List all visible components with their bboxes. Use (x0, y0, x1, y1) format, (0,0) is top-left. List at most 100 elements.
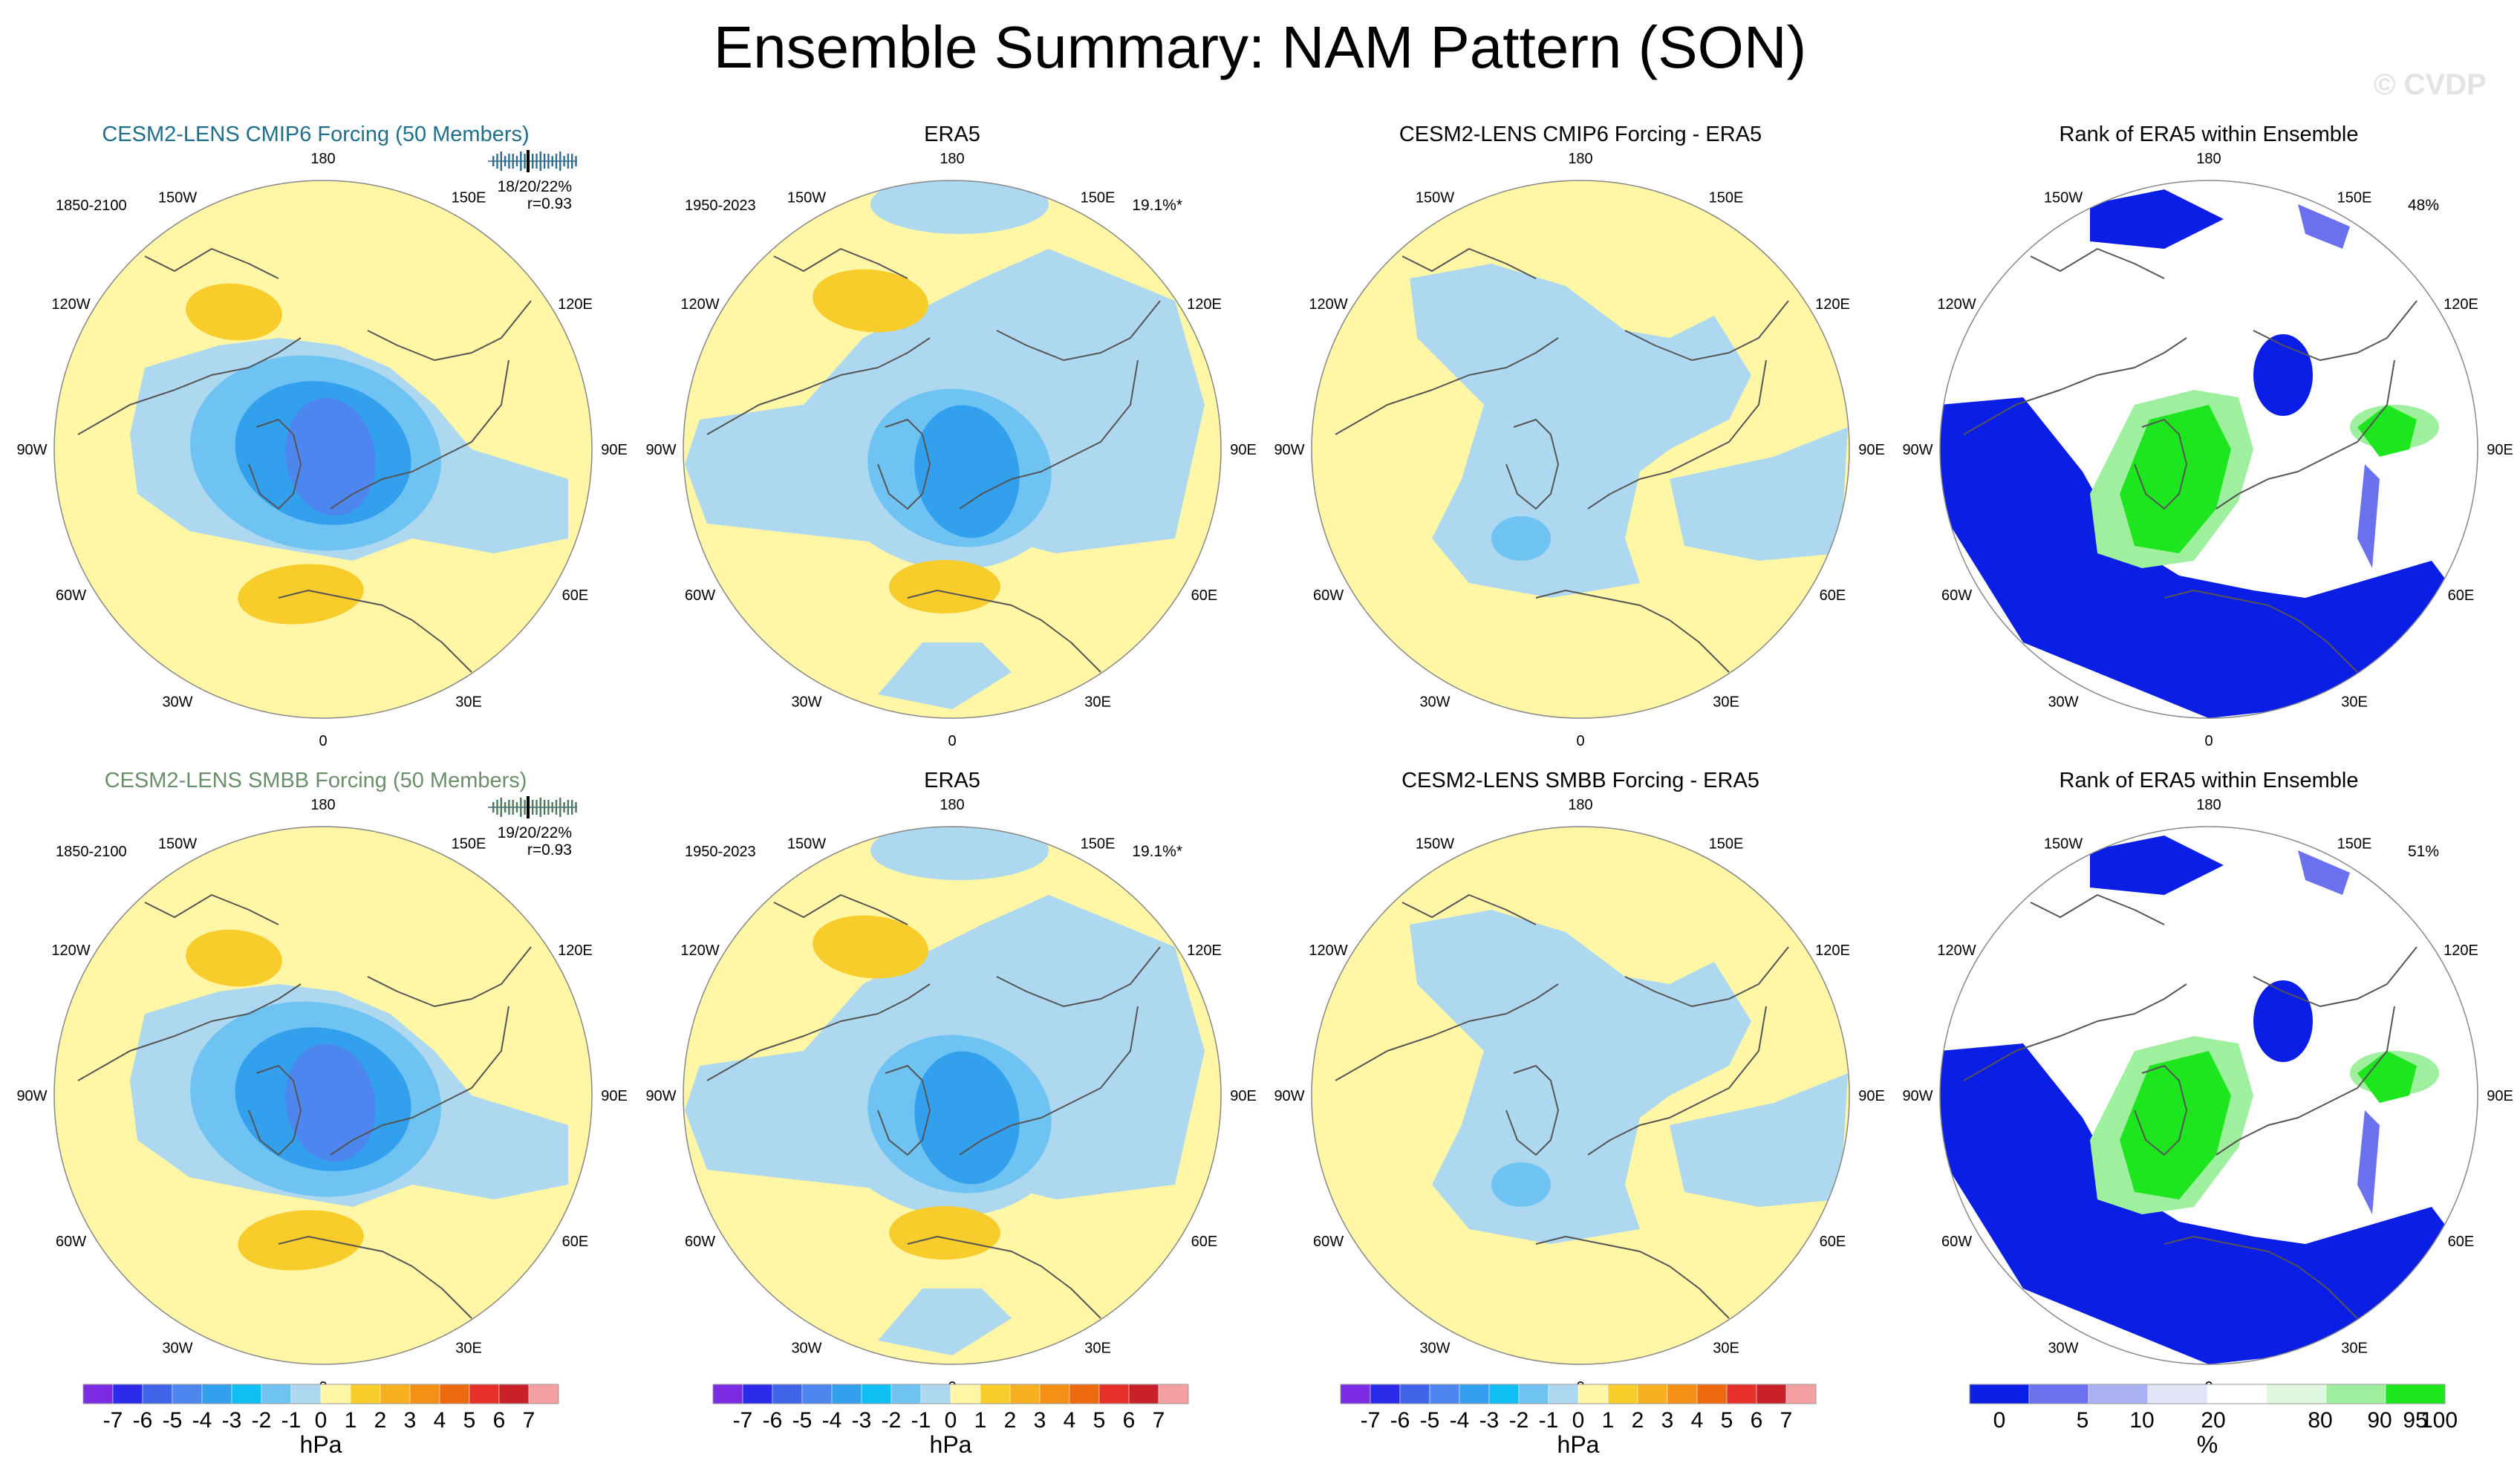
coastline (2134, 1065, 2187, 1156)
spread-bar-tick (563, 156, 565, 166)
lon-label-30W: 30W (791, 1340, 821, 1356)
colorbar-tick-label: -2 (1509, 1408, 1529, 1433)
coastline (1335, 337, 1559, 435)
coastline (1505, 1065, 1559, 1156)
colorbar-unit: % (2197, 1431, 2218, 1458)
panel-r2c2: 180150E120E90E60E30E030W60W90W120W150WER… (645, 769, 1256, 1396)
coastline (1535, 1236, 1730, 1319)
lon-label-90W: 90W (1902, 442, 1933, 458)
coastline (1587, 1006, 1767, 1156)
coastline (278, 1236, 472, 1319)
lon-label-90W: 90W (645, 442, 676, 458)
map-border (1311, 180, 1850, 719)
coastline (1963, 983, 2187, 1081)
colorbar-tick-label: 6 (1751, 1408, 1763, 1433)
spread-bar-tick (520, 798, 522, 817)
panel-period: 1950-2023 (685, 198, 756, 214)
map-border (683, 180, 1222, 719)
colorbar-swatch (172, 1384, 203, 1404)
anomaly-contour-neg4 (285, 397, 376, 516)
anomaly-contour-neg-top (870, 180, 1049, 234)
lon-label-60W: 60W (685, 1234, 715, 1250)
difference-contour-neg2 (1491, 1162, 1551, 1207)
lon-label-150W: 150W (787, 836, 826, 853)
colorbar-tick-label: -4 (1450, 1408, 1470, 1433)
colorbar-swatch (1098, 1384, 1130, 1404)
coastline (1535, 590, 1730, 673)
lon-label-60W: 60W (1941, 1234, 1972, 1250)
map-border (683, 826, 1222, 1365)
coastline (877, 419, 931, 509)
panel-title: Rank of ERA5 within Ensemble (2060, 123, 2359, 146)
page-title: Ensemble Summary: NAM Pattern (SON) (713, 14, 1807, 80)
colorbar-tick-label: 4 (434, 1408, 446, 1433)
anomaly-contour-neg1-south (878, 1289, 1012, 1355)
lon-label-180: 180 (2196, 151, 2221, 167)
colorbar-tick-label: 3 (1661, 1408, 1674, 1433)
difference-contour-neg2 (1491, 516, 1551, 561)
rank-region-mid (2298, 204, 2350, 249)
colorbar-tick-label: -5 (792, 1408, 813, 1433)
panel-r2c3: 180150E120E90E60E30E030W60W90W120W150WCE… (1274, 769, 1884, 1396)
spread-bar-tick (500, 152, 502, 171)
coastline (1505, 419, 1559, 509)
lon-label-90E: 90E (2487, 442, 2513, 458)
lon-label-120E: 120E (1187, 942, 1222, 959)
lon-label-90E: 90E (1858, 1088, 1885, 1104)
anomaly-contour-neg1-south (878, 642, 1012, 709)
anomaly-contour-pos-pacific (813, 269, 928, 333)
coastline (330, 1006, 509, 1156)
panel-title: CESM2-LENS SMBB Forcing - ERA5 (1401, 769, 1759, 792)
spread-bar-tick (520, 152, 522, 171)
coastline (2253, 946, 2418, 1007)
anomaly-contour-neg-top (870, 827, 1049, 880)
spread-bar-tick (547, 800, 550, 815)
map-area (1312, 180, 1849, 718)
colorbar-frame (1340, 1384, 1817, 1404)
coastline (144, 248, 279, 279)
panel-r2c4: 180150E120E90E60E30E030W60W90W120W150WRa… (1902, 769, 2513, 1396)
lon-label-150E: 150E (2337, 836, 2372, 853)
panel-title: ERA5 (924, 123, 980, 146)
colorbar-tick-label: 95 (2403, 1408, 2427, 1433)
coastline (877, 1065, 931, 1156)
colorbar-swatch (142, 1384, 173, 1404)
panel-r1c3: 180 150E 120E 90E 60E 30E 0 30W 60W 90W 120W 150W CE… (1274, 123, 1884, 749)
panel-correlation: r=0.93 (527, 841, 572, 859)
colorbar-swatch (380, 1384, 411, 1404)
spread-bar-tick (551, 802, 553, 812)
lon-label-90E: 90E (1230, 442, 1257, 458)
lon-label-150W: 150W (1416, 190, 1454, 206)
lon-label-120W: 120W (1937, 296, 1976, 313)
colorbar-tick-label: 90 (2367, 1408, 2392, 1433)
lon-label-30E: 30E (2341, 1340, 2368, 1356)
lon-label-150W: 150W (1416, 836, 1454, 853)
spread-bar-tick (504, 156, 507, 166)
lon-label-0: 0 (319, 733, 327, 749)
coastline (248, 1065, 302, 1156)
colorbar-swatch (469, 1384, 500, 1404)
anomaly-contour-neg3 (914, 405, 1020, 538)
colorbar-swatch (528, 1384, 559, 1404)
colorbar-2: -7 -6 -5 -4 -3 -2 -1 0 1 2 3 4 5 6 7 hPa (712, 1384, 1189, 1458)
lon-label-60E: 60E (1191, 587, 1218, 604)
lon-label-120E: 120E (2444, 942, 2478, 959)
coastline (278, 590, 472, 673)
spread-bar-tick (575, 156, 577, 166)
difference-contour-neg1-east (1670, 1073, 1848, 1207)
lon-label-30W: 30W (162, 694, 192, 710)
colorbar-swatch (1548, 1384, 1579, 1404)
lon-label-150E: 150E (1709, 836, 1744, 853)
rank-region-low-pacific (2090, 189, 2224, 249)
coastline (2215, 1006, 2395, 1156)
lon-label-30E: 30E (455, 1340, 482, 1356)
colorbar-tick-label: 0 (1993, 1408, 2006, 1433)
colorbar-swatch (1009, 1384, 1041, 1404)
colorbar-tick-label: -4 (192, 1408, 212, 1433)
panel-stat: 19.1%* (1132, 843, 1182, 860)
lon-label-180: 180 (940, 151, 964, 167)
colorbar-swatch (1785, 1384, 1817, 1404)
colorbar-tick-label: -1 (281, 1408, 302, 1433)
colorbar-swatch (980, 1384, 1011, 1404)
colorbar-tick-label: -5 (1420, 1408, 1440, 1433)
